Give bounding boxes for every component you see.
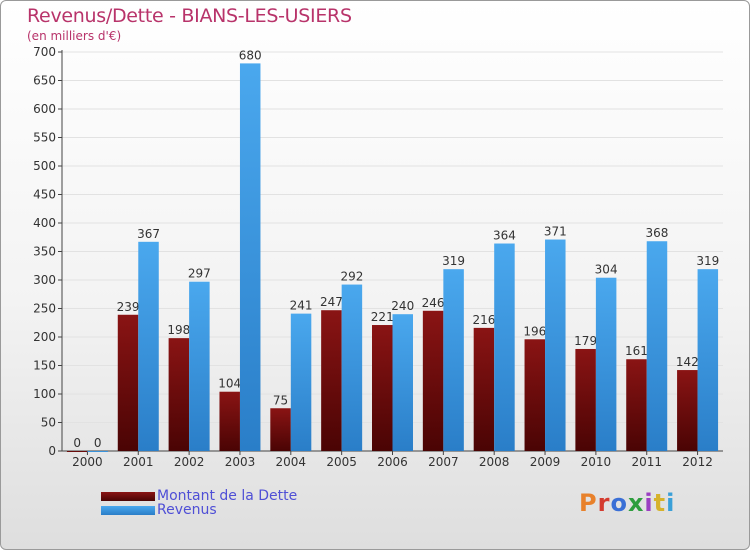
logo-letter: t bbox=[653, 489, 667, 517]
logo-letter: o bbox=[610, 489, 628, 517]
x-tick-label: 2007 bbox=[428, 455, 459, 469]
legend-item-revenus: Revenus bbox=[101, 502, 217, 518]
data-label: 221 bbox=[371, 310, 394, 324]
legend-swatch-revenus bbox=[101, 505, 155, 515]
data-label: 680 bbox=[239, 48, 262, 62]
bar-dette bbox=[372, 325, 393, 451]
bar-dette bbox=[473, 327, 495, 451]
bar-revenus bbox=[697, 269, 719, 451]
bar-revenus bbox=[341, 284, 363, 451]
bar-dette bbox=[270, 408, 291, 451]
x-tick-label: 2009 bbox=[530, 455, 561, 469]
x-tick-label: 2008 bbox=[479, 455, 510, 469]
y-tick-label: 200 bbox=[33, 330, 56, 344]
data-label: 196 bbox=[523, 324, 546, 338]
data-label: 75 bbox=[273, 393, 288, 407]
legend-label-dette: Montant de la Dette bbox=[157, 488, 298, 504]
legend-label-revenus: Revenus bbox=[157, 502, 217, 518]
x-tick-label: 2011 bbox=[631, 455, 662, 469]
bar-dette bbox=[117, 314, 139, 451]
data-label: 246 bbox=[422, 296, 445, 310]
bar-revenus bbox=[239, 63, 261, 452]
y-tick-label: 150 bbox=[33, 359, 56, 373]
bar-revenus bbox=[87, 451, 108, 452]
bar-revenus bbox=[392, 314, 413, 451]
bar-revenus bbox=[545, 239, 566, 451]
bar-dette bbox=[626, 359, 647, 451]
data-label: 0 bbox=[73, 436, 81, 450]
data-label: 104 bbox=[218, 377, 241, 391]
x-tick-label: 2003 bbox=[225, 455, 256, 469]
bar-dette bbox=[524, 339, 546, 451]
x-tick-label: 2012 bbox=[682, 455, 713, 469]
bar-revenus bbox=[494, 243, 515, 451]
y-tick-label: 600 bbox=[33, 102, 56, 116]
legend-swatch-dette bbox=[101, 491, 155, 501]
data-label: 241 bbox=[290, 299, 313, 313]
data-label: 304 bbox=[595, 263, 618, 277]
bar-revenus bbox=[189, 281, 210, 451]
y-tick-label: 400 bbox=[33, 216, 56, 230]
x-tick-label: 2006 bbox=[377, 455, 408, 469]
bar-dette bbox=[677, 370, 698, 451]
chart-subtitle: (en milliers d'€) bbox=[27, 29, 122, 43]
bar-dette bbox=[219, 391, 240, 451]
y-tick-label: 250 bbox=[33, 302, 56, 316]
x-tick-label: 2004 bbox=[276, 455, 307, 469]
y-tick-label: 300 bbox=[33, 273, 56, 287]
logo-letter: x bbox=[627, 489, 645, 517]
data-label: 142 bbox=[676, 355, 699, 369]
y-tick-label: 350 bbox=[33, 245, 56, 259]
data-label: 198 bbox=[167, 323, 190, 337]
legend-item-dette: Montant de la Dette bbox=[101, 488, 297, 504]
bar-dette bbox=[66, 451, 88, 452]
y-tick-label: 700 bbox=[33, 45, 56, 59]
bar-revenus bbox=[138, 241, 159, 451]
y-tick-label: 550 bbox=[33, 131, 56, 145]
data-label: 247 bbox=[320, 295, 343, 309]
x-tick-label: 2001 bbox=[123, 455, 154, 469]
bar-revenus bbox=[646, 241, 668, 451]
y-tick-label: 500 bbox=[33, 159, 56, 173]
logo-letter: P bbox=[579, 489, 598, 517]
bar-revenus bbox=[290, 313, 312, 451]
data-label: 368 bbox=[646, 226, 669, 240]
data-label: 0 bbox=[94, 436, 102, 450]
data-label: 161 bbox=[625, 344, 648, 358]
bar-revenus bbox=[443, 269, 464, 451]
chart-title: Revenus/Dette - BIANS-LES-USIERS bbox=[27, 5, 352, 27]
data-label: 216 bbox=[472, 313, 495, 327]
data-label: 240 bbox=[391, 299, 414, 313]
data-label: 297 bbox=[188, 267, 211, 281]
y-tick-label: 650 bbox=[33, 74, 56, 88]
bar-dette bbox=[575, 348, 596, 451]
proxiti-logo: Proxiti bbox=[579, 489, 675, 517]
x-tick-label: 2010 bbox=[581, 455, 612, 469]
bar-dette bbox=[321, 310, 342, 451]
x-tick-label: 2000 bbox=[72, 455, 103, 469]
y-tick-label: 450 bbox=[33, 188, 56, 202]
data-label: 179 bbox=[574, 334, 597, 348]
x-tick-label: 2005 bbox=[326, 455, 357, 469]
bar-dette bbox=[422, 310, 444, 451]
data-label: 239 bbox=[117, 300, 140, 314]
data-label: 371 bbox=[544, 225, 567, 239]
y-tick-label: 0 bbox=[48, 444, 56, 458]
logo-letter: i bbox=[644, 489, 654, 517]
logo-letter: r bbox=[597, 489, 611, 517]
data-label: 292 bbox=[340, 270, 363, 284]
data-label: 319 bbox=[442, 254, 465, 268]
bar-revenus bbox=[595, 277, 617, 451]
bar-dette bbox=[168, 338, 190, 451]
data-label: 364 bbox=[493, 229, 516, 243]
x-tick-label: 2002 bbox=[174, 455, 205, 469]
y-tick-label: 100 bbox=[33, 387, 56, 401]
data-label: 367 bbox=[137, 227, 160, 241]
logo-letter: i bbox=[666, 489, 676, 517]
data-label: 319 bbox=[696, 254, 719, 268]
y-tick-label: 50 bbox=[41, 416, 56, 430]
